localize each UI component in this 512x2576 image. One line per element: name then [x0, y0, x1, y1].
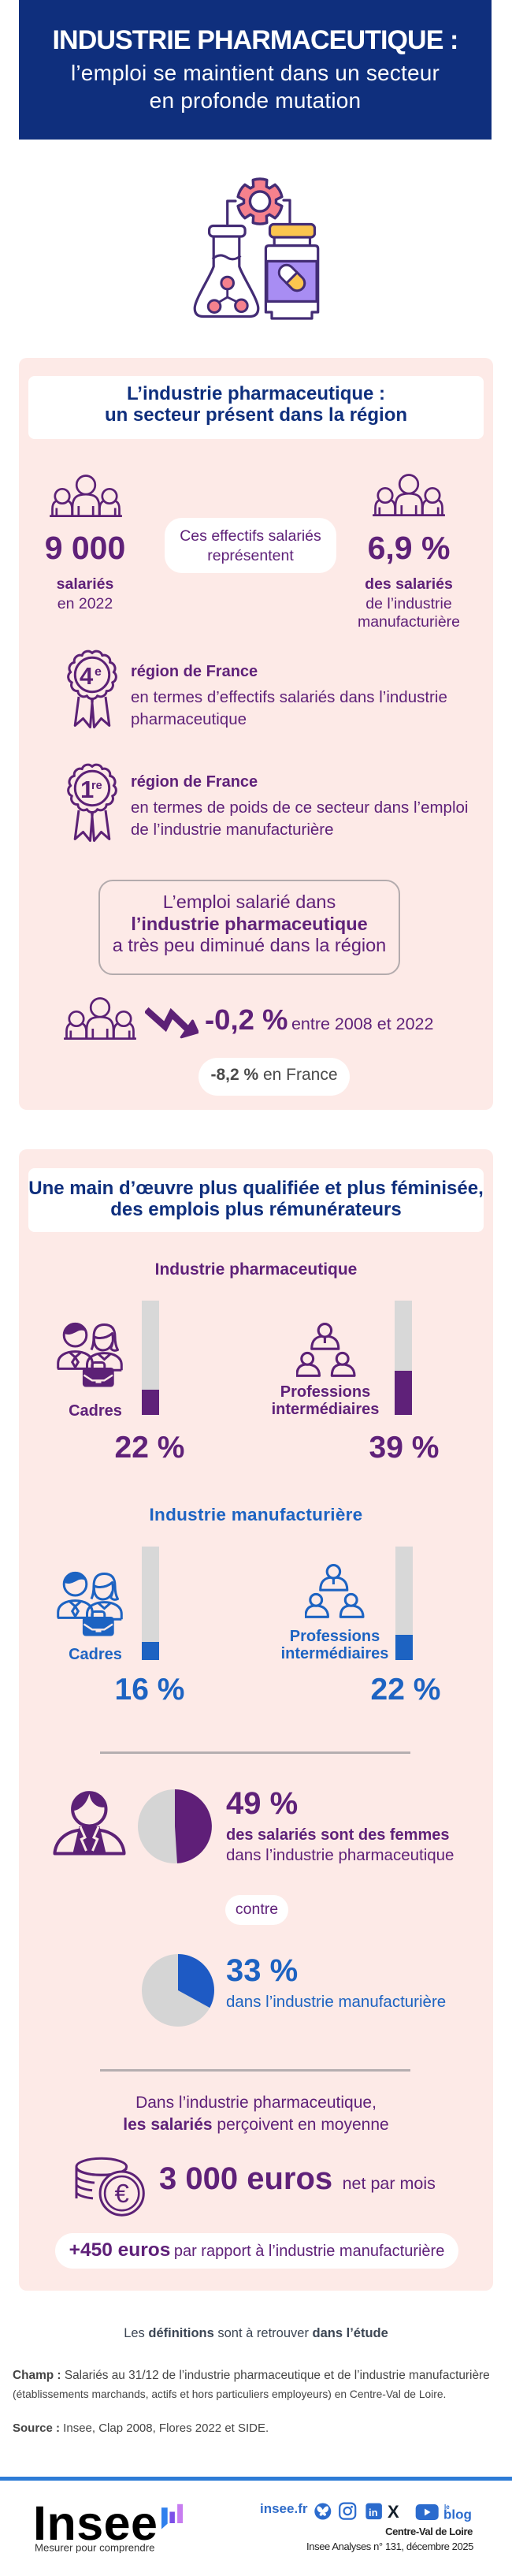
svg-text:4: 4: [80, 662, 94, 690]
svg-text:X: X: [388, 2502, 399, 2522]
svg-text:€: €: [115, 2179, 129, 2208]
svg-text:le: le: [444, 2503, 450, 2511]
svg-text:e: e: [95, 665, 102, 679]
svg-text:Insee: Insee: [35, 2497, 158, 2550]
svg-text:Mesurer pour comprendre: Mesurer pour comprendre: [35, 2542, 154, 2554]
svg-text:1: 1: [80, 776, 94, 803]
svg-text:in: in: [369, 2507, 378, 2518]
svg-text:blog: blog: [443, 2507, 472, 2522]
svg-text:re: re: [91, 780, 102, 792]
